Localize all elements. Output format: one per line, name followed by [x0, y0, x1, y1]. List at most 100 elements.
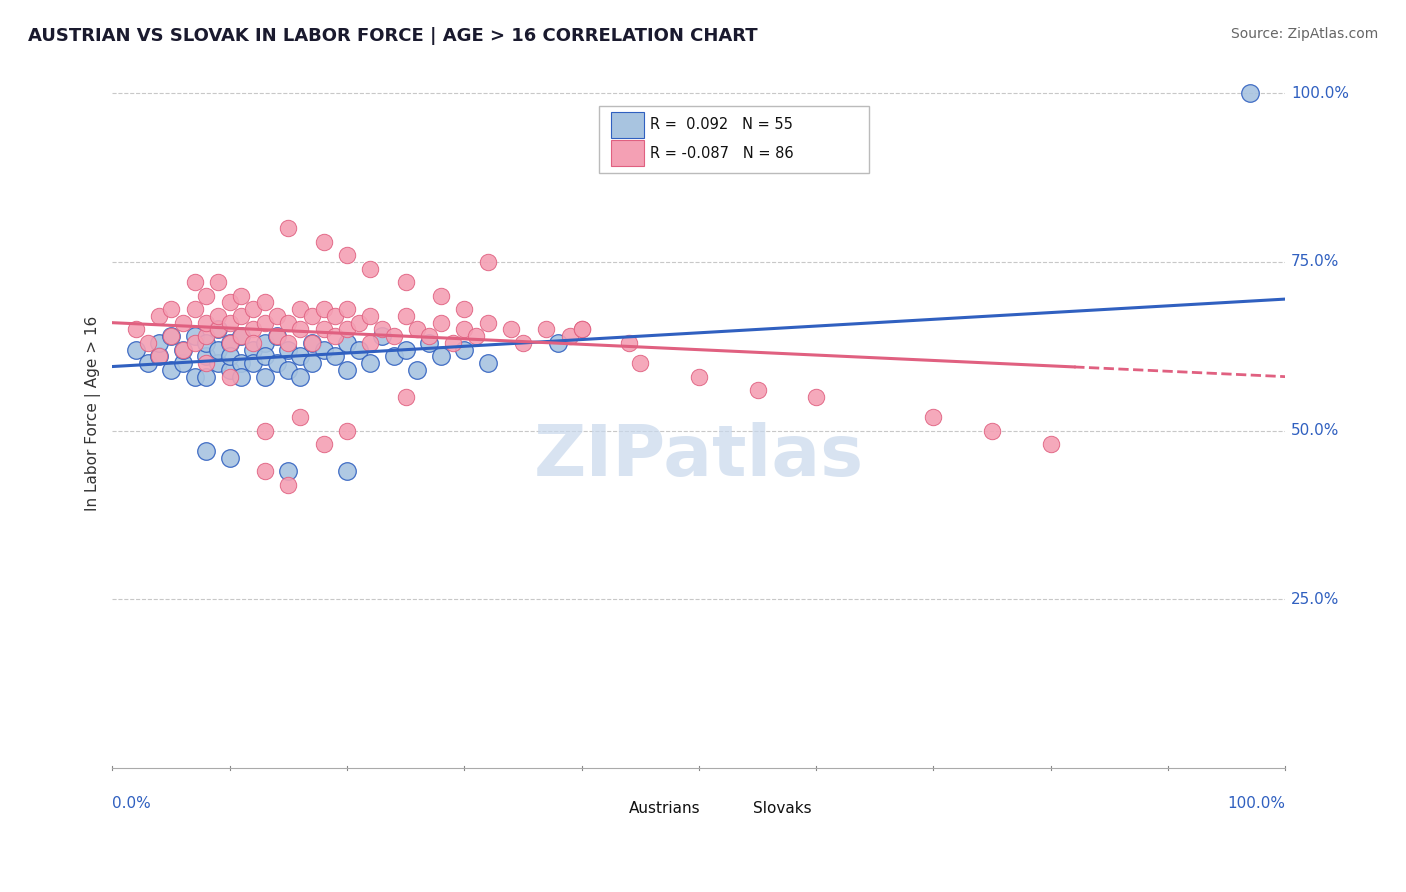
Point [747, 383, 769, 397]
Text: 100.0%: 100.0% [1291, 86, 1350, 101]
Text: 100.0%: 100.0% [1227, 797, 1285, 811]
Point [195, 316, 218, 330]
Point [312, 322, 335, 336]
Point [1039, 437, 1062, 451]
FancyBboxPatch shape [599, 105, 869, 173]
Point [195, 356, 218, 370]
Point [312, 437, 335, 451]
Point [253, 424, 276, 438]
Point [371, 329, 394, 343]
Point [231, 329, 253, 343]
Point [277, 316, 299, 330]
Point [172, 343, 194, 357]
Text: 75.0%: 75.0% [1291, 254, 1340, 269]
Point [125, 322, 148, 336]
Point [148, 335, 170, 350]
FancyBboxPatch shape [612, 140, 644, 166]
Point [395, 309, 418, 323]
Point [395, 343, 418, 357]
Point [148, 350, 170, 364]
Text: R =  0.092   N = 55: R = 0.092 N = 55 [650, 117, 793, 132]
Point [242, 343, 264, 357]
Point [418, 335, 440, 350]
Text: AUSTRIAN VS SLOVAK IN LABOR FORCE | AGE > 16 CORRELATION CHART: AUSTRIAN VS SLOVAK IN LABOR FORCE | AGE … [28, 27, 758, 45]
Point [195, 335, 218, 350]
Point [266, 356, 288, 370]
Point [418, 329, 440, 343]
Point [288, 322, 311, 336]
Point [172, 343, 194, 357]
Point [207, 309, 229, 323]
Point [160, 329, 183, 343]
Point [160, 363, 183, 377]
Point [301, 309, 323, 323]
Text: R = -0.087   N = 86: R = -0.087 N = 86 [650, 145, 793, 161]
Point [312, 302, 335, 317]
Text: Slovaks: Slovaks [752, 801, 811, 816]
Point [253, 335, 276, 350]
Point [218, 335, 240, 350]
Point [160, 302, 183, 317]
Point [125, 343, 148, 357]
Point [277, 363, 299, 377]
Point [207, 275, 229, 289]
FancyBboxPatch shape [596, 798, 626, 819]
Point [323, 309, 346, 323]
Point [441, 335, 464, 350]
Point [512, 335, 534, 350]
Point [183, 369, 205, 384]
FancyBboxPatch shape [612, 112, 644, 137]
Point [395, 275, 418, 289]
Point [288, 410, 311, 425]
Point [218, 295, 240, 310]
Point [981, 424, 1004, 438]
Point [312, 343, 335, 357]
Point [359, 335, 381, 350]
Text: ZIPatlas: ZIPatlas [534, 422, 863, 491]
Point [172, 356, 194, 370]
Point [288, 302, 311, 317]
Point [336, 363, 359, 377]
Point [477, 316, 499, 330]
Point [231, 369, 253, 384]
Point [183, 335, 205, 350]
Point [277, 343, 299, 357]
Point [336, 424, 359, 438]
Point [336, 248, 359, 262]
FancyBboxPatch shape [720, 798, 748, 819]
Point [148, 350, 170, 364]
Point [558, 329, 581, 343]
Point [277, 335, 299, 350]
Point [571, 322, 593, 336]
Point [207, 322, 229, 336]
Text: 0.0%: 0.0% [112, 797, 152, 811]
Point [231, 356, 253, 370]
Point [571, 322, 593, 336]
Point [231, 329, 253, 343]
Point [406, 322, 429, 336]
Point [207, 343, 229, 357]
Point [195, 369, 218, 384]
Point [183, 329, 205, 343]
Point [312, 235, 335, 249]
Point [218, 316, 240, 330]
Point [395, 390, 418, 404]
Point [277, 477, 299, 491]
Point [242, 356, 264, 370]
Point [430, 316, 453, 330]
Point [301, 335, 323, 350]
Point [218, 363, 240, 377]
Point [207, 356, 229, 370]
Point [536, 322, 558, 336]
Point [183, 302, 205, 317]
Point [195, 443, 218, 458]
Point [922, 410, 945, 425]
Point [301, 335, 323, 350]
Point [195, 329, 218, 343]
Point [253, 350, 276, 364]
Point [301, 356, 323, 370]
Point [253, 464, 276, 478]
Point [336, 322, 359, 336]
Point [218, 450, 240, 465]
Point [242, 335, 264, 350]
